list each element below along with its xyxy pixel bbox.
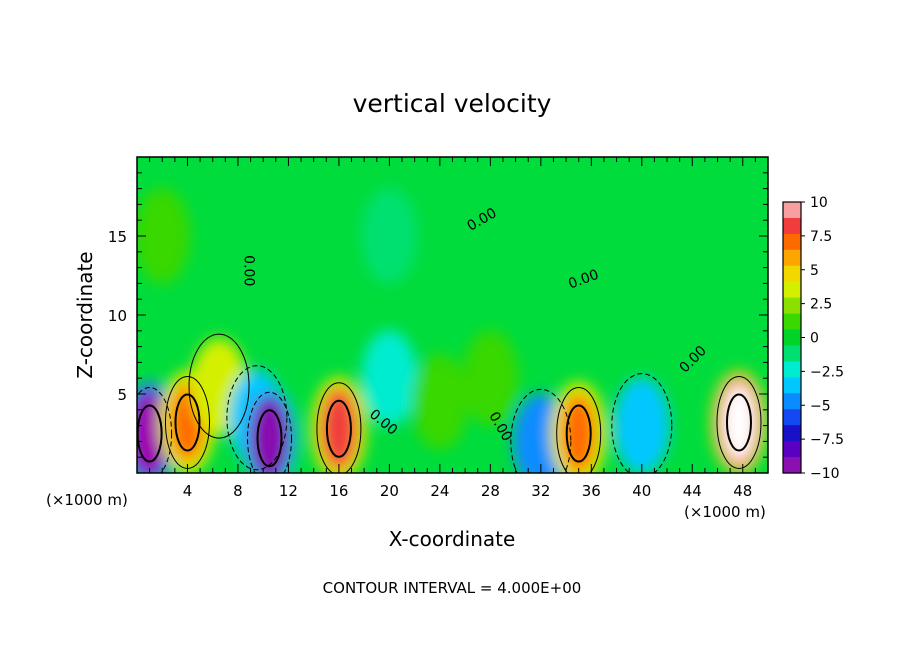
- field-cell: [137, 188, 191, 284]
- colorbar-cell: [783, 249, 801, 267]
- colorbar-tick-label: 7.5: [810, 229, 832, 245]
- x-tick-label: 44: [683, 482, 702, 500]
- plot-area: 0.000.000.000.000.00 0.00 4 8 12 16 20 24 28 32 3…: [108, 156, 769, 500]
- y-tick-label: 5: [117, 386, 127, 404]
- contour-line: [716, 375, 762, 469]
- colorbar-cell: [783, 425, 801, 442]
- colorbar-cell: [783, 457, 801, 474]
- contour-line: [174, 393, 201, 452]
- colorbar-cell: [783, 377, 801, 394]
- x-unit-left: (×1000 m): [46, 491, 128, 509]
- colorbar-cell: [783, 297, 801, 315]
- x-tick-label: 48: [733, 482, 752, 500]
- x-tick-label: 16: [329, 482, 348, 500]
- field-cell: [361, 330, 418, 427]
- colorbar-cell: [783, 313, 801, 331]
- x-tick-label: 32: [531, 482, 550, 500]
- contour-line: [247, 391, 293, 473]
- x-tick-label: 20: [380, 482, 399, 500]
- field-cell: [462, 330, 519, 427]
- x-axis-ticks: 4 8 12 16 20 24 28 32 36 40 44 48: [149, 157, 756, 500]
- colorbar-tick-label: −7.5: [810, 432, 844, 448]
- colorbar-tick-label: 10: [810, 195, 828, 211]
- x-unit-right: (×1000 m): [684, 503, 766, 521]
- contour-interval-note: CONTOUR INTERVAL = 4.000E+00: [323, 579, 582, 597]
- colorbar-cell: [783, 233, 801, 251]
- x-axis-label: X-coordinate: [389, 527, 516, 551]
- contour-line: [137, 387, 173, 473]
- y-axis-label: Z-coordinate: [73, 251, 97, 378]
- contour-line: [510, 388, 572, 473]
- contour-line: [226, 365, 288, 471]
- contour-line: [725, 393, 752, 452]
- colorbar-tick-label: 0: [810, 331, 819, 347]
- colorbar-tick-label: −5: [810, 398, 831, 414]
- colorbar-cell: [783, 409, 801, 426]
- x-tick-label: 12: [279, 482, 298, 500]
- colorbar: 10 7.5 5 2.5 0 −2.5 −5 −7.5 −10: [782, 195, 844, 482]
- colorbar-cell: [783, 361, 801, 378]
- colorbar-cell: [783, 393, 801, 410]
- x-tick-label: 24: [430, 482, 449, 500]
- colorbar-cell: [783, 202, 801, 219]
- y-tick-label: 15: [108, 228, 127, 246]
- contour-line: [188, 333, 250, 439]
- colorbar-cell: [783, 345, 801, 363]
- chart-title: vertical velocity: [353, 89, 552, 118]
- contour-line: [316, 382, 362, 473]
- field-cell: [361, 188, 418, 284]
- colorbar-tick-label: −10: [810, 466, 840, 482]
- colorbar-cell: [783, 281, 801, 299]
- contour-line: [325, 399, 352, 458]
- x-tick-label: 28: [481, 482, 500, 500]
- contour-line: [565, 404, 592, 463]
- colorbar-cell: [783, 441, 801, 458]
- x-tick-label: 36: [582, 482, 601, 500]
- colorbar-cell: [783, 217, 801, 235]
- colorbar-tick-label: 2.5: [810, 297, 832, 313]
- contour-line: [556, 387, 602, 473]
- contour-line: [256, 409, 283, 468]
- contour-lines: [137, 333, 762, 473]
- colorbar-cell: [783, 329, 801, 347]
- field-cell: [613, 377, 670, 473]
- colorbar-cell: [783, 265, 801, 283]
- y-axis-ticks: 5 10 15: [108, 172, 768, 458]
- x-tick-label: 8: [233, 482, 243, 500]
- colorbar-tick-label: −2.5: [810, 364, 844, 380]
- field-cell: [411, 353, 468, 450]
- colorbar-cells: [783, 202, 801, 474]
- colorbar-ticks: 10 7.5 5 2.5 0 −2.5 −5 −7.5 −10: [801, 195, 844, 482]
- x-tick-label: 40: [632, 482, 651, 500]
- y-tick-label: 10: [108, 307, 127, 325]
- contour-label: 0.00: [240, 255, 256, 286]
- contour-line: [611, 373, 673, 473]
- x-tick-label: 4: [183, 482, 193, 500]
- colorbar-tick-label: 5: [810, 263, 819, 279]
